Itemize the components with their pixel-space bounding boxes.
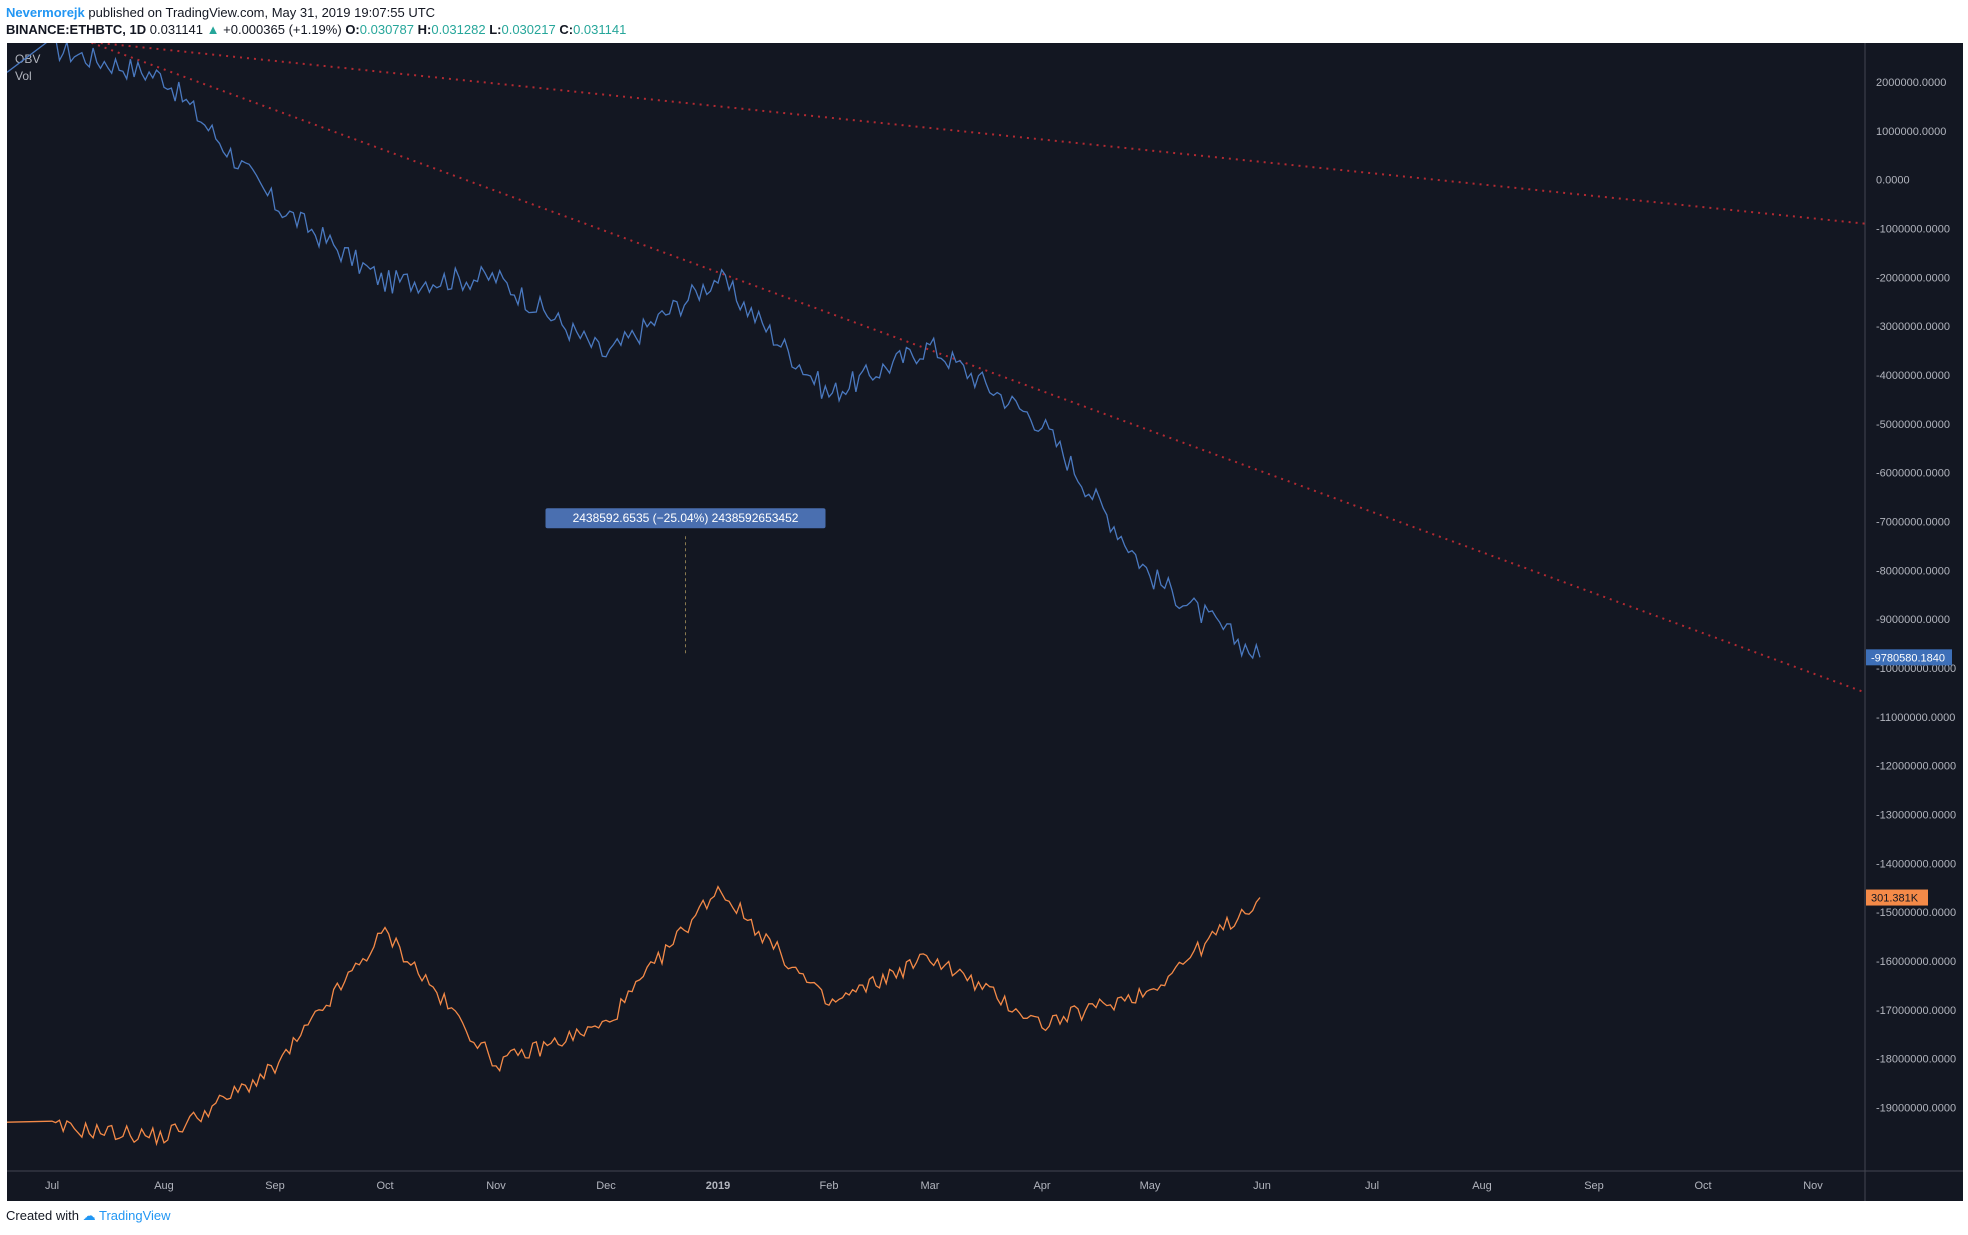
y-tick-label: -12000000.0000	[1876, 761, 1956, 773]
x-tick-label: Dec	[596, 1180, 616, 1192]
indicator-label-obv: OBV	[15, 52, 40, 66]
y-tick-label: -5000000.0000	[1876, 419, 1950, 431]
close-value: 0.031141	[573, 22, 627, 37]
obv-last-badge	[1866, 649, 1952, 666]
open-value: 0.030787	[359, 22, 414, 37]
time-axis[interactable]: Jul Aug Sep Oct Nov Dec 2019 Feb Mar Apr May Jun Jul…	[45, 1180, 1823, 1192]
x-tick-label: Jul	[1365, 1180, 1379, 1192]
y-tick-label: -7000000.0000	[1876, 517, 1950, 529]
header-line-1: Nevermorejk published on TradingView.com…	[6, 4, 626, 21]
x-tick-label: Nov	[486, 1180, 506, 1192]
trendline-1[interactable]	[51, 37, 1866, 225]
symbol-label: BINANCE:ETHBTC, 1D	[6, 22, 147, 37]
obv-series-line[interactable]	[6, 37, 1261, 660]
y-tick-label: -3000000.0000	[1876, 321, 1950, 333]
x-tick-label: Oct	[1694, 1180, 1711, 1192]
plot-background	[7, 43, 1865, 1171]
x-tick-label: May	[1140, 1180, 1161, 1192]
x-tick-label: Sep	[265, 1180, 285, 1192]
low-label: L:	[489, 22, 502, 37]
obv-last-value: -9780580.1840	[1871, 652, 1945, 664]
y-tick-label: -4000000.0000	[1876, 370, 1950, 382]
author-link[interactable]: Nevermorejk	[6, 5, 85, 20]
y-tick-label: -6000000.0000	[1876, 468, 1950, 480]
y-tick-label: 2000000.0000	[1876, 77, 1946, 89]
y-tick-label: -10000000.0000	[1876, 663, 1956, 675]
y-tick-label: -11000000.0000	[1876, 712, 1955, 724]
low-value: 0.030217	[501, 22, 556, 37]
price-change: +0.000365 (+1.19%)	[223, 22, 342, 37]
close-label: C:	[559, 22, 574, 37]
measure-label: 2438592.6535 (−25.04%) 2438592653452	[573, 511, 799, 525]
tradingview-logo-icon: ☁	[82, 1208, 96, 1223]
y-tick-label: 1000000.0000	[1876, 126, 1946, 138]
y-tick-label: -19000000.0000	[1876, 1103, 1956, 1115]
last-price: 0.031141	[149, 22, 204, 37]
chart-area[interactable]: OBV Vol 2438592.6535 (−25.04%) 243859265…	[6, 27, 1963, 1206]
x-tick-label: Aug	[154, 1180, 174, 1192]
x-tick-label: Jun	[1253, 1180, 1271, 1192]
chart-header: Nevermorejk published on TradingView.com…	[6, 4, 626, 38]
high-value: 0.031282	[431, 22, 486, 37]
high-label: H:	[417, 22, 432, 37]
x-tick-label: Nov	[1803, 1180, 1823, 1192]
y-tick-label: -2000000.0000	[1876, 272, 1950, 284]
vol-series-line[interactable]	[6, 885, 1261, 1147]
price-axis[interactable]: 2000000.0000 1000000.0000 0.0000 -1000000.0…	[1876, 77, 1956, 1114]
change-arrow-icon: ▲	[206, 22, 220, 37]
chart-svg[interactable]: OBV Vol 2438592.6535 (−25.04%) 243859265…	[6, 27, 1963, 1201]
y-tick-label: -17000000.0000	[1876, 1005, 1956, 1017]
last-value-badges: -9780580.1840 301.381K	[1866, 649, 1952, 906]
measure-label-bg	[545, 508, 826, 529]
published-text: published on TradingView.com, May 31, 20…	[88, 5, 436, 20]
x-tick-label: Aug	[1472, 1180, 1492, 1192]
series	[6, 37, 1261, 1147]
tradingview-link[interactable]: TradingView	[99, 1208, 171, 1223]
measure-tool[interactable]: 2438592.6535 (−25.04%) 2438592653452	[545, 508, 826, 656]
footer: Created with ☁ TradingView	[6, 1208, 171, 1224]
y-tick-label: -1000000.0000	[1876, 224, 1950, 236]
y-tick-label: -13000000.0000	[1876, 810, 1956, 822]
created-with-text: Created with	[6, 1208, 79, 1223]
y-tick-label: -18000000.0000	[1876, 1054, 1956, 1066]
x-tick-label: Jul	[45, 1180, 59, 1192]
y-tick-label: -14000000.0000	[1876, 858, 1956, 870]
y-tick-label: -9000000.0000	[1876, 614, 1950, 626]
y-tick-label: -15000000.0000	[1876, 907, 1956, 919]
x-tick-label: Apr	[1033, 1180, 1050, 1192]
x-tick-label: Oct	[376, 1180, 393, 1192]
x-tick-label: Mar	[921, 1180, 940, 1192]
x-tick-label: 2019	[706, 1180, 730, 1192]
x-tick-label: Feb	[820, 1180, 839, 1192]
price-axis-background	[1865, 43, 1963, 1171]
y-tick-label: -16000000.0000	[1876, 956, 1956, 968]
time-axis-background	[7, 1171, 1963, 1201]
indicator-label-vol: Vol	[15, 69, 32, 83]
open-label: O:	[345, 22, 360, 37]
x-tick-label: Sep	[1584, 1180, 1604, 1192]
y-tick-label: 0.0000	[1876, 175, 1910, 187]
vol-last-badge	[1866, 889, 1928, 906]
header-line-2: BINANCE:ETHBTC, 1D 0.031141 ▲ +0.000365 …	[6, 21, 626, 38]
y-tick-label: -8000000.0000	[1876, 565, 1950, 577]
trendlines	[51, 27, 1866, 694]
vol-last-value: 301.381K	[1871, 893, 1919, 905]
